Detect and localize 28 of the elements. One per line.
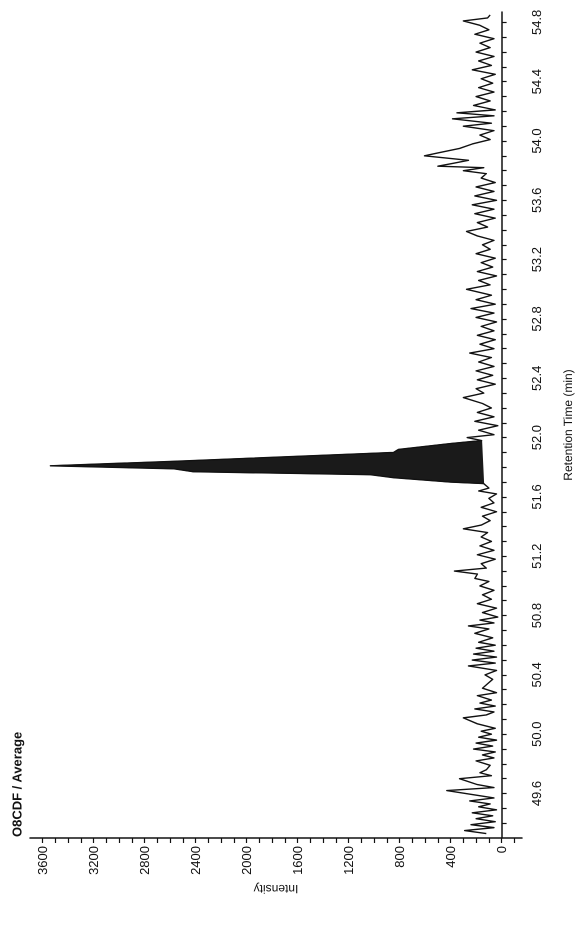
y-tick-label: 51.2 (529, 544, 544, 569)
y-tick-label: 54.4 (529, 69, 544, 94)
y-tick-label: 54.8 (529, 10, 544, 36)
y-tick-label: 50.0 (529, 722, 544, 747)
x-tick-label: 2400 (188, 846, 204, 875)
x-tick-label: 3600 (35, 846, 50, 875)
y-tick-label: 52.8 (529, 306, 544, 332)
y-tick-label: 52.4 (529, 366, 544, 391)
y-tick-label: 50.4 (529, 662, 544, 688)
text: O8CDF / Average (10, 732, 24, 837)
x-tick-label: 800 (392, 846, 408, 868)
y-tick-label: 49.6 (529, 780, 544, 806)
y-tick-label: 53.6 (529, 188, 544, 213)
y-tick-label: 52.0 (529, 424, 544, 450)
y-tick-label: 51.6 (529, 484, 544, 510)
x-tick-label: 2000 (239, 846, 254, 875)
x-tick-label: 1200 (341, 846, 356, 875)
x-tick-label: 3200 (86, 846, 102, 875)
x-tick-label: 2800 (137, 846, 152, 875)
y-axis-title: Retention Time (min) (561, 369, 575, 481)
line-series (50, 14, 498, 834)
x-axis-title: Intensity (254, 882, 298, 896)
x-tick-label: 1600 (290, 846, 306, 875)
x-tick-label: 400 (443, 846, 458, 868)
y-tick-label: 54.0 (529, 128, 544, 154)
x-tick-label: 0 (494, 846, 510, 854)
y-tick-label: 50.8 (529, 602, 544, 628)
y-tick-label: 53.2 (529, 246, 544, 272)
